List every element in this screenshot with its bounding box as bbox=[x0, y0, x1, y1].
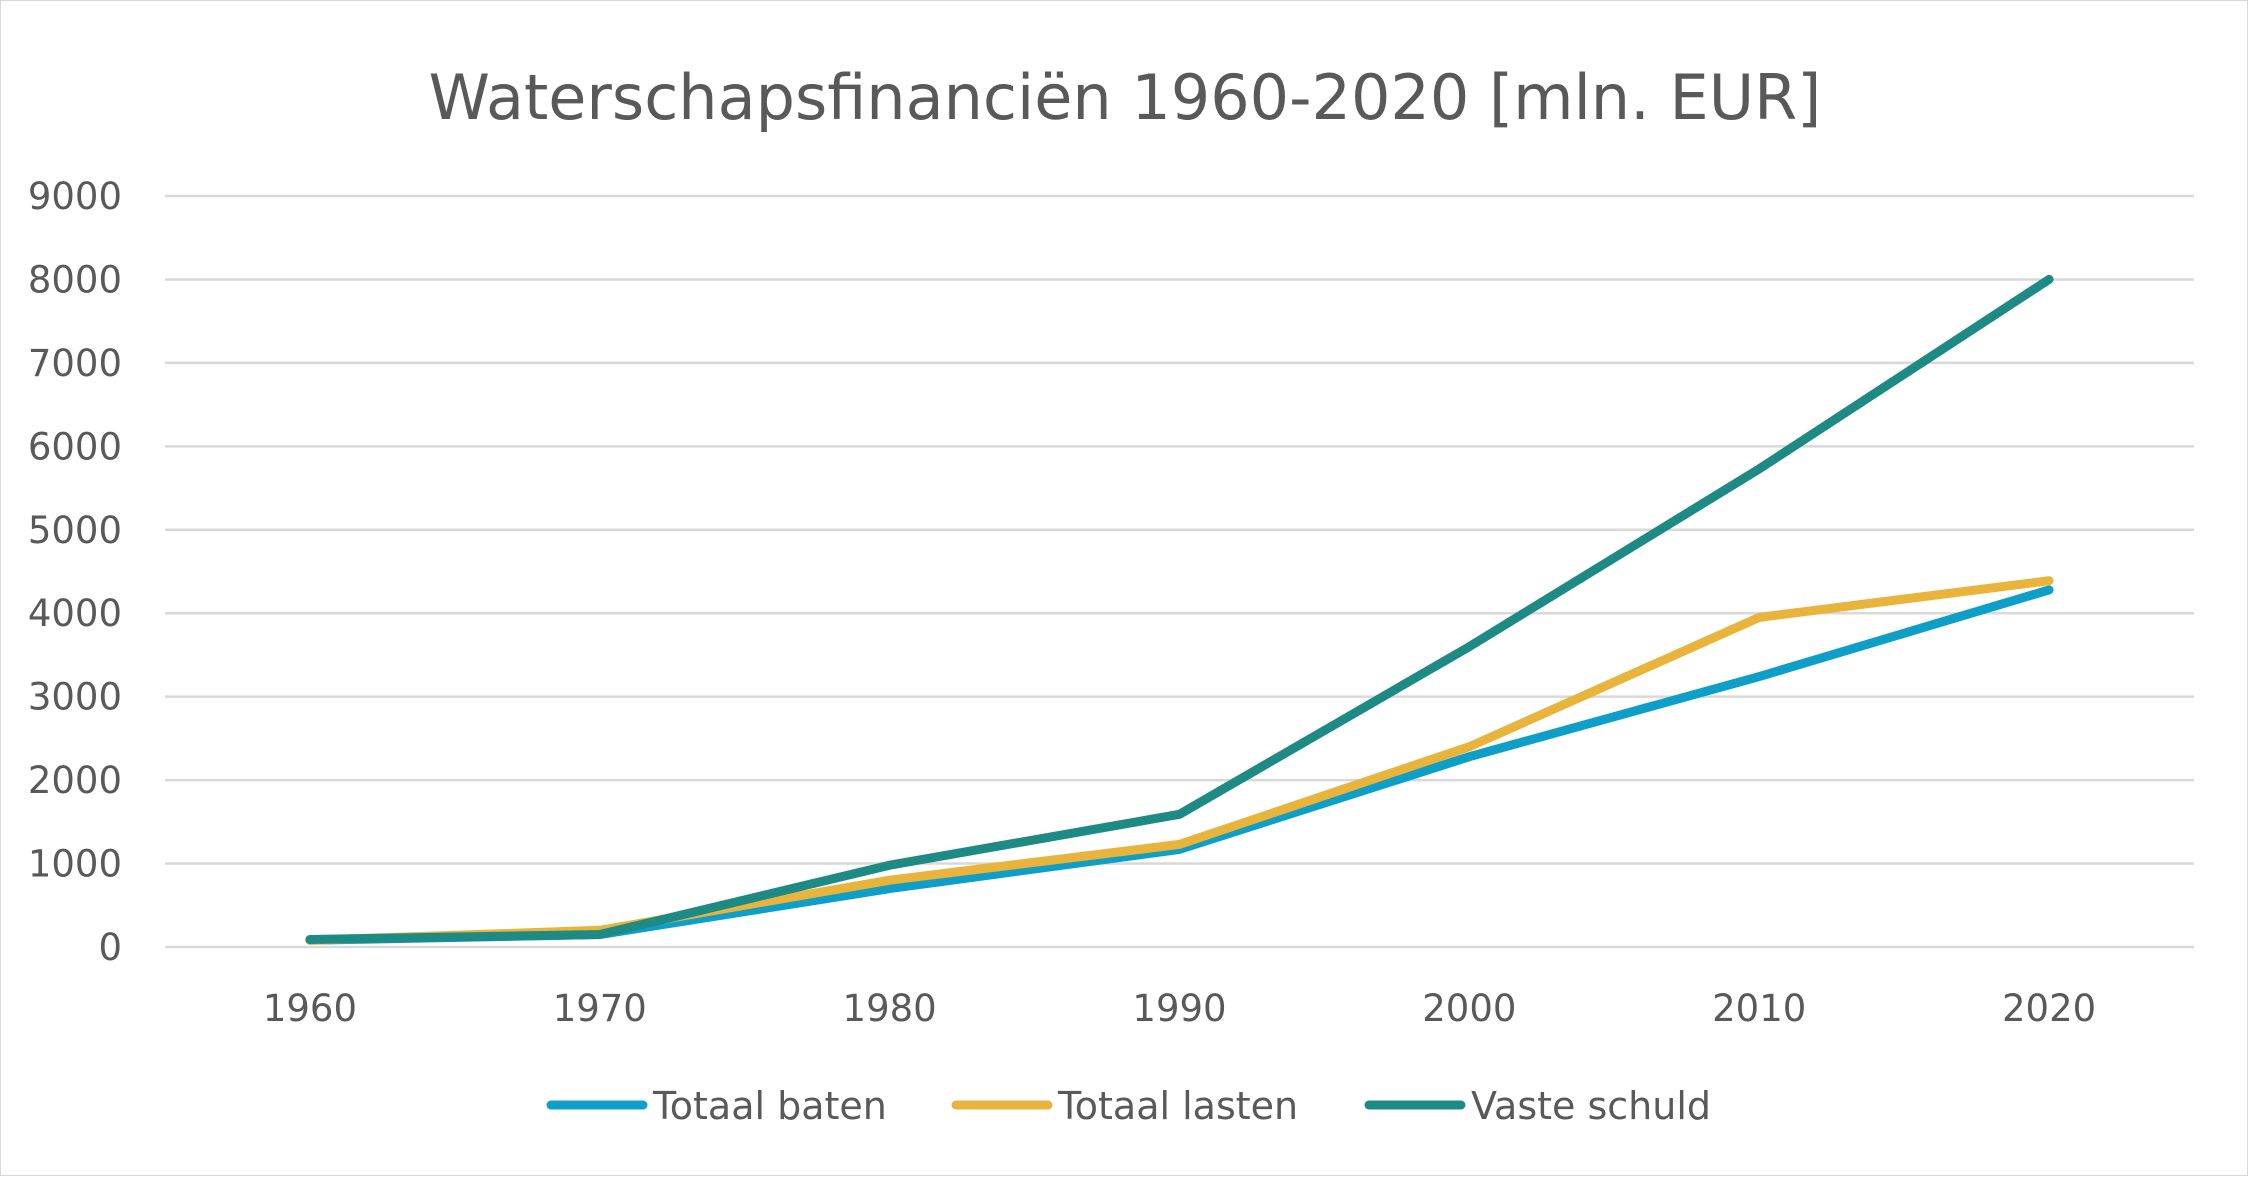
y-tick-label: 2000 bbox=[28, 759, 122, 802]
legend-label: Vaste schuld bbox=[1471, 1084, 1711, 1128]
x-tick-label: 2010 bbox=[1712, 987, 1806, 1030]
series-line-0 bbox=[305, 585, 2054, 945]
y-axis-ticks: 0 1000 2000 3000 4000 5000 6000 7000 8000 9000 bbox=[28, 175, 122, 969]
y-tick-label: 7000 bbox=[28, 342, 122, 385]
x-tick-label: 1970 bbox=[553, 987, 647, 1030]
y-tick-label: 3000 bbox=[28, 676, 122, 719]
x-tick-label: 1960 bbox=[263, 987, 357, 1030]
gridlines bbox=[165, 194, 2194, 949]
y-tick-label: 1000 bbox=[28, 843, 122, 886]
y-tick-label: 4000 bbox=[28, 592, 122, 635]
chart-title: Waterschapsfinanciën 1960-2020 [mln. EUR… bbox=[429, 61, 1822, 134]
x-tick-label: 1980 bbox=[843, 987, 937, 1030]
x-axis-ticks: 1960 1970 1980 1990 2000 2010 2020 bbox=[263, 987, 2096, 1030]
x-tick-label: 2000 bbox=[1422, 987, 1516, 1030]
series-line-1 bbox=[305, 576, 2054, 945]
series-line-2 bbox=[305, 274, 2054, 944]
legend: Totaal baten Totaal lasten Vaste schuld bbox=[546, 1084, 1711, 1128]
x-tick-label: 1990 bbox=[1132, 987, 1226, 1030]
legend-label: Totaal lasten bbox=[1057, 1084, 1298, 1128]
y-tick-label: 9000 bbox=[28, 175, 122, 218]
y-tick-label: 0 bbox=[98, 926, 122, 969]
y-tick-label: 8000 bbox=[28, 258, 122, 301]
legend-label: Totaal baten bbox=[652, 1084, 887, 1128]
x-tick-label: 2020 bbox=[2002, 987, 2096, 1030]
y-tick-label: 5000 bbox=[28, 509, 122, 552]
series-lines bbox=[305, 274, 2054, 945]
y-tick-label: 6000 bbox=[28, 425, 122, 468]
